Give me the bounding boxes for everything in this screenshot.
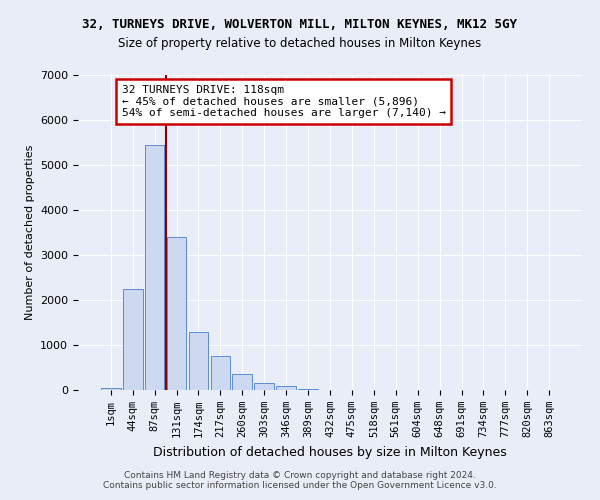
Bar	[254, 383, 274, 390]
Bar	[167, 237, 187, 390]
Bar	[276, 386, 296, 390]
Text: Size of property relative to detached houses in Milton Keynes: Size of property relative to detached ho…	[118, 38, 482, 51]
Bar	[145, 145, 164, 390]
Bar	[123, 289, 143, 390]
Y-axis label: Number of detached properties: Number of detached properties	[25, 145, 35, 320]
Text: 32, TURNEYS DRIVE, WOLVERTON MILL, MILTON KEYNES, MK12 5GY: 32, TURNEYS DRIVE, WOLVERTON MILL, MILTO…	[83, 18, 517, 30]
Bar	[101, 388, 121, 390]
Text: Contains HM Land Registry data © Crown copyright and database right 2024.
Contai: Contains HM Land Registry data © Crown c…	[103, 470, 497, 490]
Bar	[232, 374, 252, 390]
Bar	[188, 332, 208, 390]
Text: 32 TURNEYS DRIVE: 118sqm
← 45% of detached houses are smaller (5,896)
54% of sem: 32 TURNEYS DRIVE: 118sqm ← 45% of detach…	[122, 85, 446, 118]
Bar	[298, 388, 318, 390]
Bar	[211, 356, 230, 390]
X-axis label: Distribution of detached houses by size in Milton Keynes: Distribution of detached houses by size …	[153, 446, 507, 458]
